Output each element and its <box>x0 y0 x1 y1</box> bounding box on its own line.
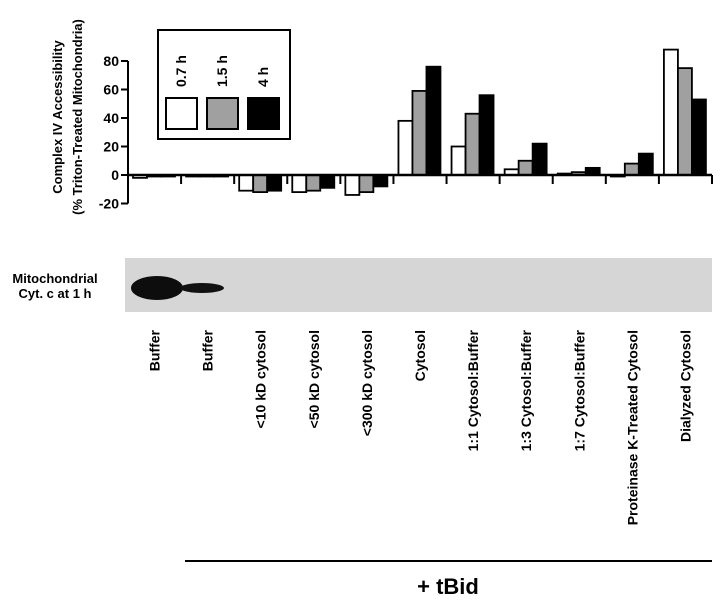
blot-band <box>131 276 183 300</box>
bar <box>517 159 534 176</box>
category-label: Cytosol <box>412 330 428 381</box>
tbid-group-label: + tBid <box>417 574 479 599</box>
bar <box>637 152 654 176</box>
bar <box>291 174 308 194</box>
bar <box>319 174 336 189</box>
category-label: 1:7 Cytosol:Buffer <box>571 329 587 451</box>
bar <box>358 174 375 194</box>
blot-band <box>180 283 224 293</box>
western-blot: Mitochondrial Cyt. c at 1 h <box>12 258 712 312</box>
legend-swatch <box>247 97 280 130</box>
blot-membrane <box>125 258 712 312</box>
legend-swatch <box>165 97 198 130</box>
category-label: 1:1 Cytosol:Buffer <box>465 329 481 451</box>
bar <box>305 174 322 192</box>
bar <box>344 174 361 196</box>
bar <box>238 174 255 192</box>
y-axis-label-line2: (% Triton-Treated Mitochondria) <box>70 19 85 215</box>
bar <box>478 94 495 176</box>
category-labels: Buffer Buffer <10 kD cytosol <50 kD cytosol… <box>147 329 694 525</box>
y-axis: 80 60 40 20 0 -20 <box>99 53 129 212</box>
category-label: Proteinase K-Treated Cytosol <box>624 330 640 525</box>
blot-label-line1: Mitochondrial <box>12 271 97 286</box>
y-tick-label: 0 <box>111 167 119 183</box>
bar <box>425 65 442 176</box>
bar <box>677 67 693 176</box>
legend: 0.7 h 1.5 h 4 h <box>157 29 291 140</box>
bar <box>397 119 414 176</box>
bar <box>531 142 548 176</box>
bar <box>411 90 428 176</box>
category-label: 1:3 Cytosol:Buffer <box>518 329 534 451</box>
category-label: Buffer <box>147 329 163 371</box>
bar <box>266 174 283 192</box>
legend-label: 0.7 h <box>173 55 189 87</box>
y-tick-label: 80 <box>103 53 119 69</box>
category-label: Dialyzed Cytosol <box>677 330 693 442</box>
legend-label: 1.5 h <box>214 55 230 87</box>
legend-label: 4 h <box>255 67 271 87</box>
legend-swatch <box>206 97 239 130</box>
category-label: <300 kD cytosol <box>359 330 375 436</box>
y-axis-label-line1: Complex IV Accessibility <box>50 40 65 194</box>
bar <box>623 162 640 176</box>
bar <box>372 174 389 188</box>
y-tick-label: 40 <box>103 110 119 126</box>
blot-label-line2: Cyt. c at 1 h <box>19 286 92 301</box>
y-tick-label: -20 <box>99 196 119 212</box>
x-axis <box>128 173 713 184</box>
y-tick-label: 20 <box>103 139 119 155</box>
bar <box>464 112 481 176</box>
y-tick-label: 60 <box>103 82 119 98</box>
y-axis-label: Complex IV Accessibility (% Triton-Treat… <box>50 19 85 215</box>
bar <box>663 48 679 176</box>
category-label: <50 kD cytosol <box>306 330 322 428</box>
bar <box>691 98 707 176</box>
bar <box>450 145 467 176</box>
category-label: <10 kD cytosol <box>253 330 269 428</box>
bar <box>252 174 269 194</box>
category-label: Buffer <box>200 329 216 371</box>
